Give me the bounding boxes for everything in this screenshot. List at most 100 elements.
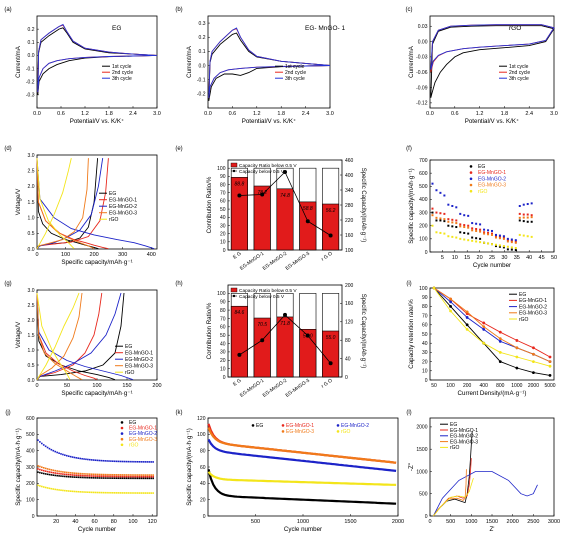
- legend-label: EG-MnGO-3: [450, 439, 478, 445]
- data-point-rgo: [115, 492, 118, 494]
- y-tick-label: 2.0: [28, 318, 35, 324]
- data-point-eg: [71, 476, 74, 478]
- category-label: r G O: [320, 251, 334, 263]
- series-2nd-cycle: [37, 24, 158, 93]
- data-point-eg-mngo-3: [75, 472, 78, 475]
- capacity-point: [328, 361, 333, 366]
- data-point-eg-mngo-3: [482, 325, 486, 329]
- data-point-rgo: [48, 487, 51, 490]
- y-tick-label: 2.0: [28, 184, 35, 190]
- data-point-eg: [83, 476, 85, 479]
- data-point-eg-mngo-1: [514, 240, 517, 243]
- series-eg-mngo-2: [432, 471, 538, 517]
- data-point-eg-mngo-1: [463, 224, 466, 227]
- panel-label: (g): [4, 281, 11, 287]
- data-point-rgo: [479, 241, 482, 244]
- y-tick-label: 0: [32, 514, 35, 520]
- data-point-eg-mngo-1: [482, 321, 486, 325]
- y-tick-label: 30: [422, 350, 428, 356]
- data-point-eg-mngo-3: [108, 473, 110, 476]
- y-tick-label: 0.5: [28, 231, 35, 237]
- data-point-rgo: [502, 245, 505, 248]
- y-tick-label: 0.5: [28, 363, 35, 369]
- legend-label: EG-MnGO-3: [478, 183, 506, 189]
- panel-annotation: rGO: [509, 25, 521, 32]
- y-tick-label: 20: [200, 497, 206, 503]
- x-axis-label: Specific capacity/mAh·g⁻¹: [61, 259, 132, 266]
- x-tick-label: 1.8: [277, 111, 285, 117]
- data-point-rgo: [119, 492, 122, 494]
- data-point-eg: [46, 473, 49, 476]
- data-point-rgo: [39, 485, 41, 487]
- data-point-eg-mngo-3: [41, 466, 43, 468]
- data-point-eg: [144, 477, 147, 480]
- panel-annotation: EG: [112, 25, 121, 32]
- x-tick-label: 0.6: [57, 111, 65, 117]
- panel-h: (h) 0 10 20 30 40 50 60 70 80 90 100 Contribution Ra…: [175, 281, 366, 399]
- y2-tick-label: 40: [345, 356, 351, 362]
- data-point-eg-mngo-2: [522, 203, 525, 206]
- data-point-rgo: [498, 244, 501, 247]
- data-point-eg-mngo-2: [502, 235, 505, 238]
- data-point-eg-mngo-1: [67, 473, 70, 476]
- legend-label: EG-MnGO-2: [519, 304, 547, 310]
- legend-label: 1st cycle: [509, 64, 529, 70]
- data-point-rgo: [69, 490, 72, 492]
- data-point-eg-mngo-3: [494, 236, 497, 239]
- capacity-point: [305, 333, 310, 338]
- legend-marker: [469, 165, 473, 168]
- data-point-eg-mngo-2: [37, 439, 39, 441]
- data-point-eg-mngo-2: [71, 456, 74, 458]
- data-point-eg: [439, 219, 442, 222]
- legend-label: rGO: [341, 429, 351, 435]
- data-point-eg-mngo-1: [498, 330, 502, 334]
- data-point-eg: [125, 477, 128, 480]
- data-point-eg-mngo-3: [548, 360, 552, 363]
- y2-tick-label: 340: [345, 188, 354, 194]
- x-tick-label: 100: [128, 519, 137, 525]
- data-point-eg: [96, 477, 99, 479]
- data-point-eg-mngo-3: [125, 474, 128, 476]
- series-3th-cycle: [37, 23, 158, 93]
- data-point-eg-mngo-2: [44, 445, 47, 448]
- y-tick-label: 3.0: [28, 288, 35, 294]
- data-point-eg-mngo-3: [87, 473, 89, 475]
- legend-label: EG-MnGO-3: [109, 211, 137, 217]
- y-tick-label: 20: [422, 359, 428, 365]
- capacity-point: [260, 338, 265, 343]
- data-point-eg: [510, 248, 513, 251]
- data-point-rgo: [37, 484, 39, 487]
- data-point-eg-mngo-3: [83, 473, 85, 475]
- x-tick-label: 0: [35, 252, 38, 258]
- legend-marker: [120, 426, 124, 430]
- y-tick-label: 20: [220, 231, 226, 237]
- legend-label: EG-MnGO-2: [450, 434, 478, 440]
- data-point-rgo: [459, 237, 462, 240]
- data-point-eg-mngo-2: [506, 237, 509, 240]
- data-point-eg-mngo-3: [129, 474, 131, 476]
- data-point-eg-mngo-3: [515, 346, 519, 350]
- legend-label: Capacity Ratio below 0.5 V: [239, 288, 297, 294]
- data-point-rgo: [104, 491, 106, 494]
- data-point-eg: [119, 477, 122, 480]
- y-tick-label: 0.1: [28, 40, 35, 46]
- data-point-rgo: [100, 491, 103, 494]
- y2-axis-label: Specific Capacity/(mAh·g⁻¹): [360, 168, 366, 243]
- data-point-eg-mngo-2: [435, 189, 438, 192]
- data-point-eg-mngo-1: [123, 475, 126, 478]
- x-tick-label: 1500: [344, 519, 356, 525]
- data-point-eg-mngo-1: [144, 475, 147, 478]
- data-point-rgo: [131, 492, 133, 494]
- data-point-rgo: [465, 328, 469, 331]
- data-point-eg-mngo-2: [530, 202, 533, 205]
- legend-label: EG-MnGO-1: [478, 170, 506, 176]
- y-tick-label: 100: [419, 237, 428, 243]
- y-tick-label: 500: [419, 184, 428, 190]
- plot-frame: [207, 15, 331, 109]
- data-point-rgo: [125, 492, 128, 494]
- data-point-eg-mngo-2: [42, 444, 45, 446]
- data-point-eg-mngo-1: [73, 474, 76, 476]
- y-tick-label: 3.0: [28, 153, 35, 159]
- legend-label: EG-MnGO-1: [450, 428, 478, 434]
